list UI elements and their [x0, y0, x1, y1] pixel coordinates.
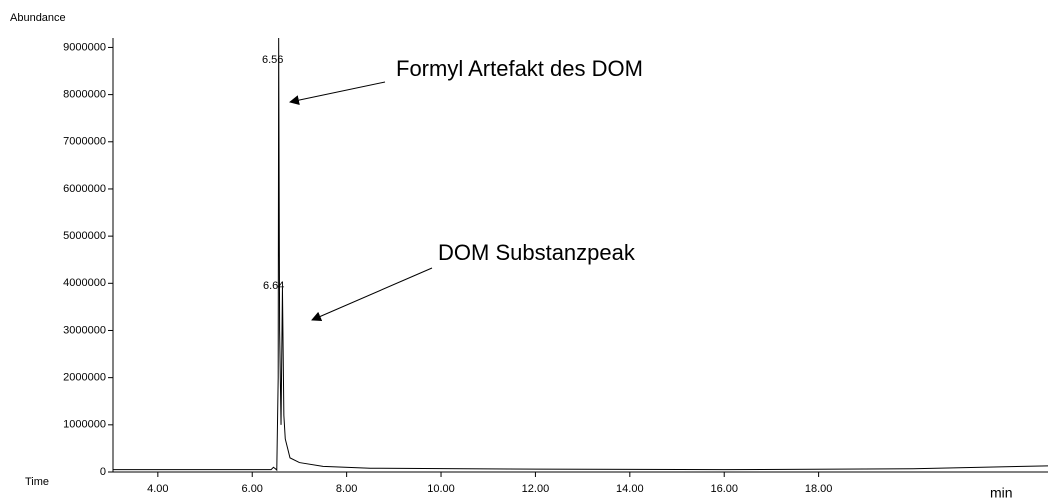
peak-label: 6.56 [262, 54, 283, 66]
x-tick-label: 14.00 [616, 483, 644, 495]
x-axis-label: Time [25, 476, 49, 488]
y-tick-label: 2000000 [63, 372, 106, 384]
x-tick-label: 4.00 [147, 483, 168, 495]
y-tick-label: 5000000 [63, 230, 106, 242]
y-tick-label: 9000000 [63, 41, 106, 53]
line [113, 37, 1048, 472]
y-tick-label: 0 [100, 466, 106, 478]
annotation: Formyl Artefakt des DOM [396, 56, 643, 81]
x-tick-label: 8.00 [336, 483, 357, 495]
x-tick-label: 12.00 [522, 483, 550, 495]
x-tick-label: 10.00 [427, 483, 455, 495]
y-tick-label: 7000000 [63, 136, 106, 148]
y-tick-label: 6000000 [63, 183, 106, 195]
peak-label: 6.64 [263, 280, 284, 292]
y-tick-label: 1000000 [63, 419, 106, 431]
x-tick-label: 18.00 [805, 483, 833, 495]
arrow [311, 267, 433, 322]
y-tick-label: 8000000 [63, 89, 106, 101]
x-axis-unit: min [990, 485, 1013, 501]
annotation: DOM Substanzpeak [438, 240, 636, 265]
arrow [289, 81, 386, 106]
x-tick-label: 16.00 [710, 483, 738, 495]
y-tick-label: 4000000 [63, 277, 106, 289]
x-tick-label: 6.00 [242, 483, 263, 495]
y-axis-label: Abundance [10, 12, 66, 24]
y-tick-label: 3000000 [63, 324, 106, 336]
